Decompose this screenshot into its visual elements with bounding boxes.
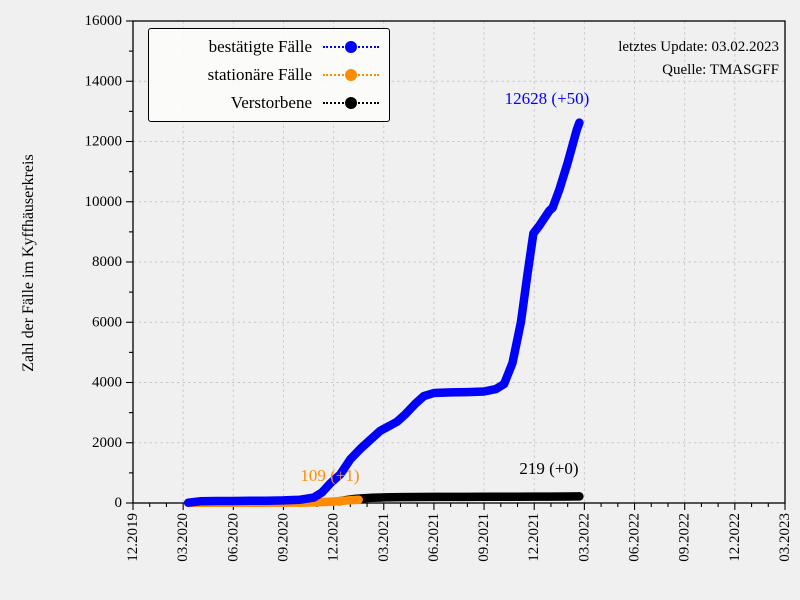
x-tick-label: 03.2023 <box>777 513 793 562</box>
y-tick-label: 4000 <box>92 375 122 391</box>
legend-label: stationäre Fälle <box>207 65 312 84</box>
x-tick-label: 12.2022 <box>727 513 743 562</box>
y-tick-label: 16000 <box>85 13 123 29</box>
legend-label: Verstorbene <box>230 93 312 112</box>
x-tick-label: 09.2020 <box>275 513 291 562</box>
y-tick-label: 2000 <box>92 435 122 451</box>
x-tick-label: 12.2021 <box>526 513 542 562</box>
annotation-deaths: 219 (+0) <box>519 459 579 478</box>
legend-marker-blue-dot-icon <box>323 40 379 54</box>
chart-info-block: letztes Update: 03.02.2023 Quelle: TMASG… <box>618 36 779 82</box>
x-tick-label: 03.2020 <box>175 513 191 562</box>
y-tick-label: 8000 <box>92 254 122 270</box>
series-line-bestätigte-fälle <box>183 118 584 507</box>
legend-marker-orange-dot-icon <box>323 68 379 82</box>
legend-marker-black-dot-icon <box>323 96 379 110</box>
series-line-verstorbene <box>334 492 584 506</box>
x-tick-label: 12.2019 <box>125 513 141 562</box>
legend-item-bestaetigte-faelle: bestätigte Fälle <box>155 33 379 61</box>
legend-label: bestätigte Fälle <box>208 37 312 56</box>
x-tick-label: 09.2022 <box>677 513 693 562</box>
x-tick-label: 03.2022 <box>576 513 592 562</box>
legend-item-verstorbene: Verstorbene <box>155 89 379 117</box>
x-tick-label: 06.2021 <box>426 513 442 562</box>
x-tick-label: 06.2020 <box>225 513 241 562</box>
y-tick-label: 12000 <box>85 134 123 150</box>
y-axis-title: Zahl der Fälle im Kyffhäuserkreis <box>20 154 37 372</box>
chart-legend: bestätigte Fälle stationäre Fälle Versto… <box>148 28 390 122</box>
source-text: Quelle: TMASGFF <box>662 62 779 78</box>
x-tick-label: 03.2021 <box>376 513 392 562</box>
y-tick-label: 14000 <box>85 73 123 89</box>
y-tick-label: 10000 <box>85 194 123 210</box>
y-tick-label: 0 <box>115 495 123 511</box>
x-tick-label: 06.2022 <box>627 513 643 562</box>
x-tick-label: 09.2021 <box>476 513 492 562</box>
x-tick-label: 12.2020 <box>326 513 342 562</box>
annotation-confirmed-cases: 12628 (+50) <box>504 89 590 108</box>
last-update-text: letztes Update: 03.02.2023 <box>618 39 779 55</box>
legend-item-stationaere-faelle: stationäre Fälle <box>155 61 379 89</box>
annotation-hospitalized-cases: 109 (+1) <box>300 466 360 485</box>
y-tick-label: 6000 <box>92 314 122 330</box>
